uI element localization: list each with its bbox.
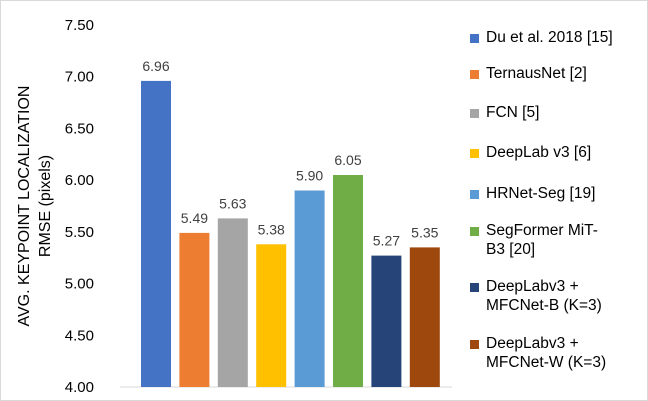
bar-value-label: 6.96 bbox=[142, 58, 169, 74]
bar bbox=[179, 232, 210, 387]
y-tick-label: 6.00 bbox=[65, 172, 94, 189]
bar bbox=[256, 244, 287, 387]
bar bbox=[217, 218, 248, 387]
legend-swatch bbox=[470, 227, 479, 236]
legend-swatch bbox=[470, 340, 479, 349]
legend-swatch bbox=[470, 283, 479, 292]
legend-label: FCN [5] bbox=[486, 104, 540, 121]
legend-swatch bbox=[470, 34, 479, 43]
legend-item: FCN [5] bbox=[470, 103, 646, 122]
legend-label: HRNet-Seg [19] bbox=[486, 185, 596, 202]
y-axis-title-text: AVG. KEYPOINT LOCALIZATION RMSE (pixels) bbox=[16, 86, 54, 327]
data-labels: 6.96 5.49 5.63 5.38 5.90 6.05 5.27 5.35 bbox=[142, 58, 438, 249]
legend-label: SegFormer MiT- B3 [20] bbox=[486, 222, 598, 258]
legend-swatch bbox=[470, 190, 479, 199]
legend-label: TernausNet [2] bbox=[486, 65, 587, 82]
legend-item: DeepLabv3 + MFCNet-B (K=3) bbox=[470, 277, 646, 315]
legend-item: DeepLabv3 + MFCNet-W (K=3) bbox=[470, 334, 646, 372]
y-tick-label: 4.00 bbox=[65, 379, 94, 396]
bar bbox=[371, 255, 402, 387]
bar bbox=[333, 175, 363, 387]
y-axis-title: AVG. KEYPOINT LOCALIZATION RMSE (pixels) bbox=[16, 86, 54, 327]
bar bbox=[294, 190, 325, 387]
bar-value-label: 5.49 bbox=[181, 210, 208, 226]
bar-value-label: 5.27 bbox=[373, 233, 400, 249]
legend-label: Du et al. 2018 [15] bbox=[486, 29, 613, 46]
y-axis-title-line: RMSE (pixels) bbox=[37, 155, 54, 257]
legend-label: DeepLab v3 [6] bbox=[486, 144, 592, 161]
legend-item: DeepLab v3 [6] bbox=[470, 143, 646, 162]
y-tick-label: 7.00 bbox=[65, 69, 94, 86]
legend-item: SegFormer MiT- B3 [20] bbox=[470, 221, 646, 259]
bar-value-label: 5.63 bbox=[219, 195, 246, 211]
bar-value-label: 5.90 bbox=[296, 168, 323, 184]
y-axis-title-line: AVG. KEYPOINT LOCALIZATION bbox=[16, 86, 33, 327]
bar-value-label: 6.05 bbox=[334, 152, 361, 168]
bar bbox=[141, 80, 171, 388]
legend-item: Du et al. 2018 [15] bbox=[470, 28, 646, 47]
legend-label: DeepLabv3 + MFCNet-W (K=3) bbox=[486, 335, 607, 371]
y-tick-label: 5.00 bbox=[65, 276, 94, 293]
bars bbox=[141, 80, 440, 388]
y-tick-label: 7.50 bbox=[65, 17, 94, 34]
y-tick-label: 6.50 bbox=[65, 120, 94, 137]
bar-value-label: 5.38 bbox=[258, 221, 285, 237]
bar bbox=[409, 247, 440, 387]
y-tick-label: 4.50 bbox=[65, 327, 94, 344]
bar-value-label: 5.35 bbox=[411, 224, 438, 240]
legend-item: HRNet-Seg [19] bbox=[470, 184, 646, 203]
legend-swatch bbox=[470, 149, 479, 158]
legend-swatch bbox=[470, 109, 479, 118]
legend-item: TernausNet [2] bbox=[470, 64, 646, 83]
y-tick-label: 5.50 bbox=[65, 224, 94, 241]
legend-label: DeepLabv3 + MFCNet-B (K=3) bbox=[486, 278, 602, 314]
legend-swatch bbox=[470, 70, 479, 79]
y-axis-ticks: 4.00 4.50 5.00 5.50 6.00 6.50 7.00 7.50 bbox=[65, 17, 94, 396]
